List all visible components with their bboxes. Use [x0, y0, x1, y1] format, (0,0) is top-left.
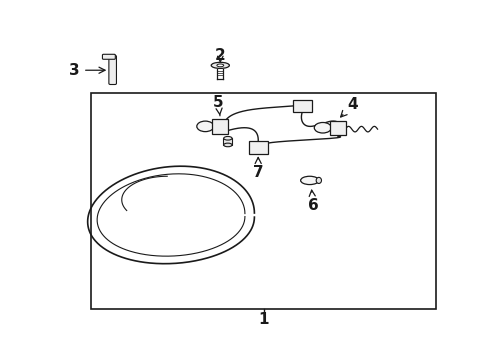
- Bar: [91, 93, 435, 309]
- FancyBboxPatch shape: [109, 55, 116, 85]
- Ellipse shape: [314, 122, 331, 133]
- FancyBboxPatch shape: [223, 138, 232, 145]
- FancyBboxPatch shape: [248, 141, 267, 154]
- FancyBboxPatch shape: [329, 121, 345, 135]
- Ellipse shape: [211, 62, 229, 68]
- Text: 3: 3: [69, 63, 105, 78]
- Ellipse shape: [196, 121, 213, 132]
- Text: 2: 2: [215, 48, 225, 63]
- Ellipse shape: [223, 143, 232, 147]
- Ellipse shape: [223, 136, 232, 140]
- Ellipse shape: [300, 176, 318, 185]
- Ellipse shape: [316, 177, 321, 184]
- Text: 7: 7: [252, 157, 263, 180]
- Text: 4: 4: [340, 97, 358, 117]
- FancyBboxPatch shape: [102, 54, 115, 59]
- Text: 5: 5: [213, 95, 223, 116]
- FancyBboxPatch shape: [212, 119, 228, 134]
- FancyBboxPatch shape: [292, 100, 312, 112]
- Text: 1: 1: [258, 312, 268, 327]
- Ellipse shape: [217, 64, 223, 67]
- Text: 6: 6: [307, 190, 318, 213]
